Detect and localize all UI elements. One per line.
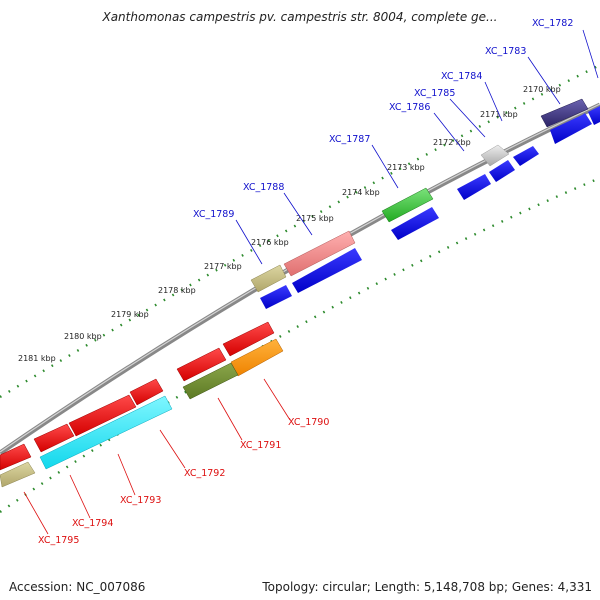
reverse-strand-genes: [0, 321, 284, 488]
gene-xc-1784[interactable]: [480, 144, 510, 167]
gene-label-xc-1791[interactable]: XC_1791: [240, 440, 281, 451]
gene-arrow[interactable]: [457, 174, 491, 200]
gene-xc-1792[interactable]: [129, 378, 164, 406]
kbp-label: 2172 kbp: [433, 138, 471, 147]
gene-label-xc-1782[interactable]: XC_1782: [532, 18, 573, 29]
gene-label-xc-1789[interactable]: XC_1789: [193, 209, 234, 220]
gene-arrow[interactable]: [588, 106, 600, 125]
gene-xc-1795[interactable]: [0, 443, 32, 471]
reverse-gene-labels: XC_1790 XC_1791 XC_1792 XC_1793 XC_1794 …: [38, 417, 329, 546]
kbp-label: 2176 kbp: [251, 238, 289, 247]
gene-xc-1789[interactable]: [250, 264, 287, 293]
kbp-label: 2175 kbp: [296, 214, 334, 223]
gene-arrow[interactable]: [176, 347, 227, 382]
gene-xc-1793[interactable]: [68, 394, 137, 437]
kbp-label: 2180 kbp: [64, 332, 102, 341]
inner-tick-ring: [0, 176, 600, 513]
kbp-label: 2173 kbp: [387, 163, 425, 172]
gene-xc-1787[interactable]: [381, 187, 434, 223]
gene-label-xc-1787[interactable]: XC_1787: [329, 134, 370, 145]
leader-lines: [23, 29, 599, 535]
gene-arrow[interactable]: [391, 207, 439, 240]
gene-label-xc-1793[interactable]: XC_1793: [120, 495, 161, 506]
kbp-label: 2170 kbp: [523, 85, 561, 94]
gene-label-xc-1784[interactable]: XC_1784: [441, 71, 482, 82]
gene-arrow[interactable]: [489, 160, 515, 182]
kbp-label: 2174 kbp: [342, 188, 380, 197]
gene-label-xc-1795[interactable]: XC_1795: [38, 535, 79, 546]
gene-cyan-block[interactable]: [39, 395, 173, 470]
gene-label-xc-1786[interactable]: XC_1786: [389, 102, 430, 113]
gene-label-xc-1794[interactable]: XC_1794: [72, 518, 113, 529]
gene-label-xc-1788[interactable]: XC_1788: [243, 182, 284, 193]
gene-arrow[interactable]: [260, 285, 292, 309]
kbp-ruler: 2170 kbp 2171 kbp 2172 kbp 2173 kbp 2174…: [18, 85, 561, 363]
gene-arrow[interactable]: [292, 248, 362, 293]
gene-arrow[interactable]: [222, 321, 275, 357]
gene-label-xc-1790[interactable]: XC_1790: [288, 417, 329, 428]
genome-backbone-highlight: [0, 103, 600, 453]
forward-strand-genes: [250, 98, 600, 309]
kbp-label: 2181 kbp: [18, 354, 56, 363]
gene-label-xc-1785[interactable]: XC_1785: [414, 88, 455, 99]
gene-xc-1788[interactable]: [283, 230, 356, 277]
accession-text: Accession: NC_007086: [9, 580, 146, 594]
kbp-label: 2178 kbp: [158, 286, 196, 295]
kbp-label: 2177 kbp: [204, 262, 242, 271]
map-title: Xanthomonas campestris pv. campestris st…: [101, 10, 497, 24]
gene-arrow[interactable]: [513, 146, 539, 166]
gene-khaki-block[interactable]: [0, 461, 36, 488]
gene-arrow[interactable]: [550, 113, 592, 144]
gene-label-xc-1783[interactable]: XC_1783: [485, 46, 526, 57]
kbp-label: 2179 kbp: [111, 310, 149, 319]
gene-label-xc-1792[interactable]: XC_1792: [184, 468, 225, 479]
topology-summary: Topology: circular; Length: 5,148,708 bp…: [262, 580, 592, 594]
gene-xc-1782[interactable]: [540, 98, 589, 128]
gene-xc-1791[interactable]: [182, 362, 239, 400]
gene-xc-1794[interactable]: [33, 423, 75, 453]
forward-gene-labels: XC_1782 XC_1783 XC_1784 XC_1785 XC_1786 …: [193, 18, 573, 220]
